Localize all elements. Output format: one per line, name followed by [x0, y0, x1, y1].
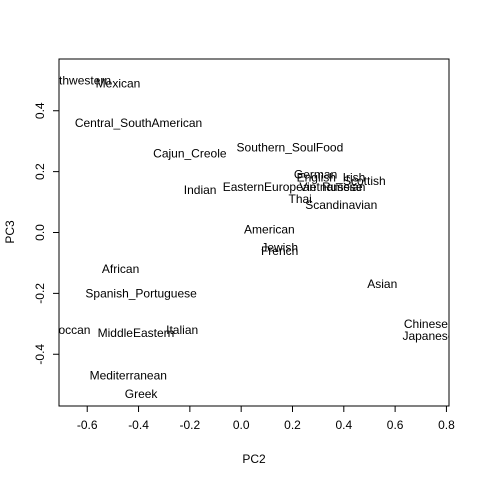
- point-label: Indian: [184, 183, 217, 197]
- point-label: Spanish_Portuguese: [85, 286, 197, 300]
- point-label: Scandinavian: [305, 198, 377, 212]
- y-axis-title: PC3: [3, 220, 17, 244]
- x-tick-label: 0.0: [233, 418, 250, 432]
- x-axis: -0.6 -0.4 -0.2 0.0 0.2 0.4 0.6 0.8: [77, 406, 455, 432]
- point-label: German: [294, 168, 337, 182]
- point-label: Jewish: [261, 241, 298, 255]
- y-tick-label: 0.0: [33, 224, 47, 241]
- point-label: French: [261, 244, 298, 258]
- y-tick-label: 0.4: [33, 102, 47, 119]
- point-label: Italian: [166, 323, 198, 337]
- point-label: American: [244, 222, 295, 236]
- point-label: Greek: [125, 387, 159, 401]
- point-label: Chinese: [404, 317, 448, 331]
- y-axis: -0.4 -0.2 0.0 0.2 0.4: [33, 102, 59, 365]
- y-tick-label: -0.2: [33, 283, 47, 304]
- point-label: Scottish: [343, 174, 386, 188]
- point-label: Southwestern: [38, 73, 111, 87]
- x-tick-label: 0.4: [335, 418, 352, 432]
- y-tick-label: 0.2: [33, 163, 47, 180]
- point-label: MiddleEastern: [98, 326, 175, 340]
- x-axis-title: PC2: [242, 452, 266, 466]
- point-label: EasternEuropean: [223, 180, 316, 194]
- point-label: Southern_SoulFood: [237, 140, 344, 154]
- x-tick-label: -0.4: [128, 418, 149, 432]
- point-label: African: [102, 262, 139, 276]
- x-tick-label: -0.6: [77, 418, 98, 432]
- point-label: Mediterranean: [90, 369, 167, 383]
- x-tick-label: 0.2: [284, 418, 301, 432]
- x-tick-label: 0.6: [387, 418, 404, 432]
- point-label: Thai: [289, 192, 312, 206]
- point-label: Moroccan: [38, 323, 91, 337]
- point-label: English_Irish: [297, 171, 366, 185]
- point-label: Mexican: [96, 76, 141, 90]
- x-tick-label: 0.8: [438, 418, 455, 432]
- point-label: Central_SouthAmerican: [75, 116, 202, 130]
- point-label: Japanese: [402, 329, 454, 343]
- point-label: Cajun_Creole: [153, 146, 227, 160]
- point-label: Russian: [322, 180, 365, 194]
- x-tick-label: -0.2: [180, 418, 201, 432]
- y-tick-label: -0.4: [33, 344, 47, 365]
- point-label: Vietnamese: [299, 180, 362, 194]
- point-label: Asian: [367, 277, 397, 291]
